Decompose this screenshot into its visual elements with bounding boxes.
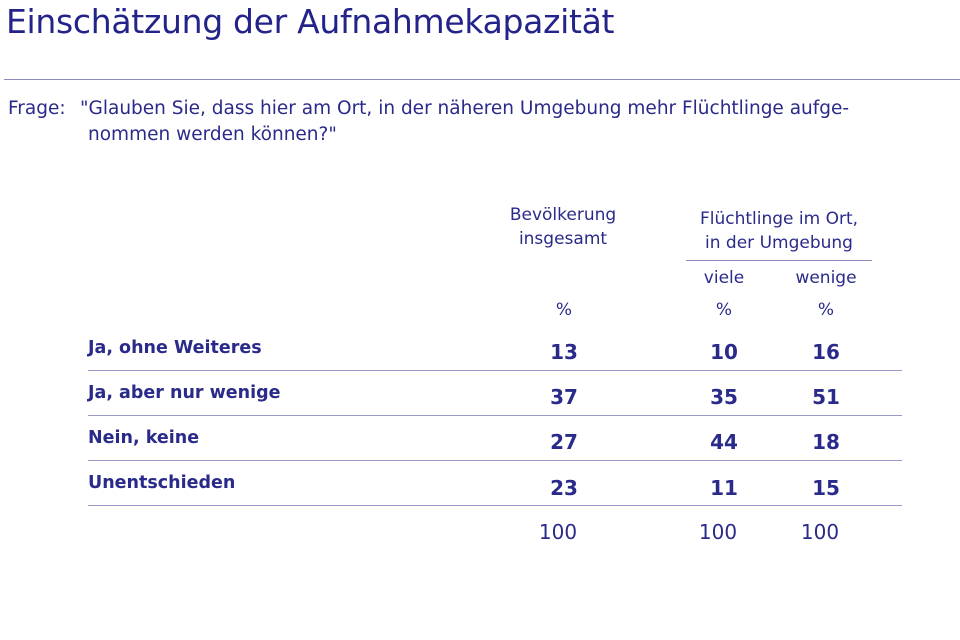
subheader-wenige: wenige <box>795 268 857 288</box>
unit-col-3: % <box>817 300 835 320</box>
total-col-2: 100 <box>698 520 738 544</box>
subheader-viele: viele <box>703 268 745 288</box>
header-bevoelkerung-line-2: insgesamt <box>518 229 608 249</box>
row-label-ja-aber-nur-wenige: Ja, aber nur wenige <box>88 383 281 403</box>
cell-r3-c1: 27 <box>550 430 578 454</box>
header-bevoelkerung-line-1: Bevölkerung <box>509 205 617 225</box>
cell-r1-c1: 13 <box>550 340 578 364</box>
cell-r3-c2: 44 <box>710 430 738 454</box>
cell-r1-c3: 16 <box>812 340 840 364</box>
cell-r2-c1: 37 <box>550 385 578 409</box>
row-label-unentschieden: Unentschieden <box>88 473 236 493</box>
total-col-1: 100 <box>538 520 578 544</box>
question-text: "Glauben Sie, dass hier am Ort, in der n… <box>80 96 960 148</box>
row-label-nein-keine: Nein, keine <box>88 428 200 448</box>
header-bevoelkerung: Bevölkerung insgesamt <box>500 203 626 251</box>
header-fluechtlinge: Flüchtlinge im Ort, in der Umgebung <box>686 207 872 255</box>
title-divider <box>4 79 960 80</box>
unit-col-2: % <box>715 300 733 320</box>
question-label: Frage: <box>8 98 66 119</box>
header-group-divider <box>686 260 872 261</box>
total-col-3: 100 <box>800 520 840 544</box>
unit-col-1: % <box>555 300 573 320</box>
cell-r4-c1: 23 <box>550 476 578 500</box>
cell-r2-c2: 35 <box>710 385 738 409</box>
header-fluechtlinge-line-2: in der Umgebung <box>705 233 853 253</box>
row-divider <box>88 460 902 461</box>
cell-r4-c2: 11 <box>710 476 738 500</box>
page-title: Einschätzung der Aufnahmekapazität <box>6 2 615 41</box>
row-divider <box>88 370 902 371</box>
header-fluechtlinge-line-1: Flüchtlinge im Ort, <box>699 209 859 229</box>
row-label-ja-ohne-weiteres: Ja, ohne Weiteres <box>88 338 262 358</box>
row-divider <box>88 505 902 506</box>
cell-r2-c3: 51 <box>812 385 840 409</box>
row-divider <box>88 415 902 416</box>
cell-r1-c2: 10 <box>710 340 738 364</box>
cell-r3-c3: 18 <box>812 430 840 454</box>
question-line-2: nommen werden können?" <box>88 124 337 145</box>
question-line-1: "Glauben Sie, dass hier am Ort, in der n… <box>80 98 850 119</box>
cell-r4-c3: 15 <box>812 476 840 500</box>
